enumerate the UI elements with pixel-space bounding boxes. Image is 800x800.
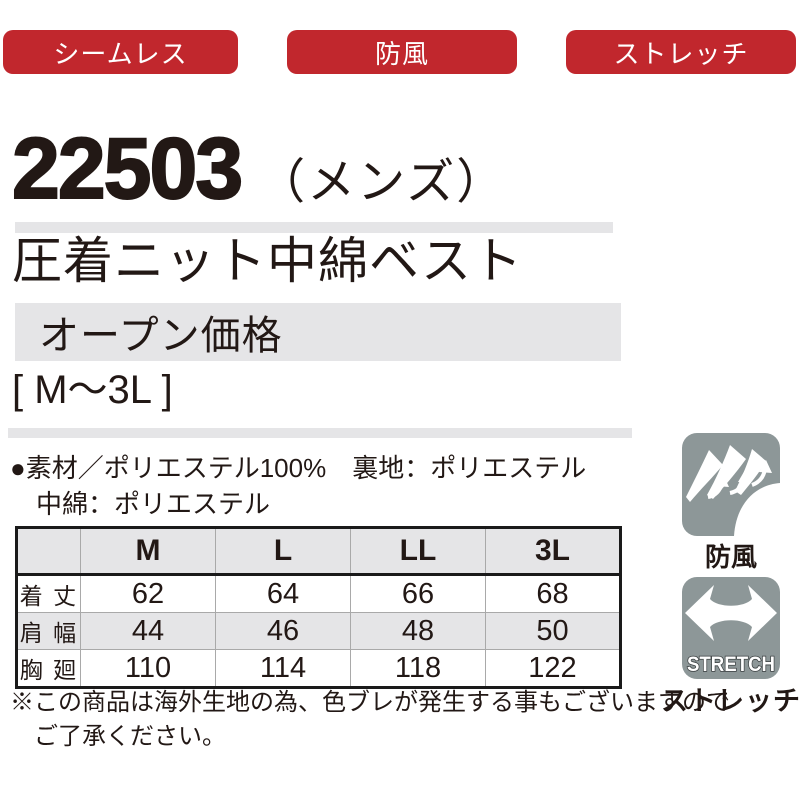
badge-windproof: 防風 (287, 30, 517, 74)
table-cell: 46 (215, 612, 351, 650)
double-arrow-shape (685, 585, 777, 641)
table-cell: 66 (350, 574, 486, 613)
badge-windproof-label: 防風 (374, 38, 429, 69)
table-cell: 118 (350, 649, 486, 688)
badge-seamless-label: シームレス (53, 38, 188, 69)
stretch-icon-label: ストレッチ (661, 686, 800, 716)
product-title: 22503 （メンズ） (11, 121, 507, 217)
disclaimer-line-2: ご了承ください。 (34, 723, 226, 750)
row-label: 着 丈 (16, 574, 81, 613)
table-row: 着 丈 62 64 66 68 (16, 574, 621, 613)
product-code: 22503 (11, 121, 244, 217)
table-cell: 114 (215, 649, 351, 688)
wind-arrow-tails (707, 468, 767, 499)
materials-block: ●素材／ポリエステル100% 裏地：ポリエステル 中綿：ポリエステル (10, 450, 586, 522)
table-cell: 48 (350, 612, 486, 650)
wind-block-quarter-circle (734, 483, 780, 536)
price-bar: オープン価格 (15, 303, 621, 361)
badge-stretch: ストレッチ (566, 30, 796, 74)
size-table-header-row: M L LL 3L (16, 527, 621, 576)
feature-badge-row: シームレス 防風 ストレッチ (3, 30, 796, 74)
windproof-icon-label: 防風 (704, 542, 757, 572)
stretch-icon-text: STRETCH (687, 653, 775, 676)
column-header-m: M (80, 527, 216, 576)
column-header-ll: LL (350, 527, 486, 576)
disclaimer-note: ※この商品は海外生地の為、色ブレが発生する事もございますので ご了承ください。 (10, 686, 730, 754)
materials-line-2: 中綿：ポリエステル (36, 489, 271, 519)
size-range: [ M～3L ] (12, 368, 173, 412)
row-label: 肩 幅 (16, 612, 81, 650)
badge-stretch-label: ストレッチ (613, 38, 749, 69)
size-table: M L LL 3L 着 丈 62 64 66 68 肩 幅 44 46 48 5… (15, 526, 622, 689)
table-row: 肩 幅 44 46 48 50 (16, 612, 621, 650)
product-gender: （メンズ） (257, 156, 507, 209)
table-corner-cell (16, 527, 81, 576)
table-cell: 122 (485, 649, 621, 688)
table-cell: 44 (80, 612, 216, 650)
table-cell: 68 (485, 574, 621, 613)
materials-line-1: ●素材／ポリエステル100% 裏地：ポリエステル (10, 453, 587, 483)
gray-rule-middle (8, 428, 632, 438)
table-row: 胸 廻 110 114 118 122 (16, 649, 621, 688)
product-name: 圧着ニット中綿ベスト (12, 233, 523, 289)
stretch-icon: STRETCH (682, 577, 780, 679)
windproof-icon (682, 433, 780, 536)
table-cell: 110 (80, 649, 216, 688)
table-cell: 62 (80, 574, 216, 613)
disclaimer-line-1: ※この商品は海外生地の為、色ブレが発生する事もございますので (10, 689, 730, 716)
row-label: 胸 廻 (16, 649, 81, 688)
badge-seamless: シームレス (3, 30, 238, 74)
table-cell: 64 (215, 574, 351, 613)
column-header-l: L (215, 527, 351, 576)
table-cell: 50 (485, 612, 621, 650)
price-label: オープン価格 (39, 314, 283, 358)
gray-rule-top (15, 222, 613, 233)
column-header-3l: 3L (485, 527, 621, 576)
